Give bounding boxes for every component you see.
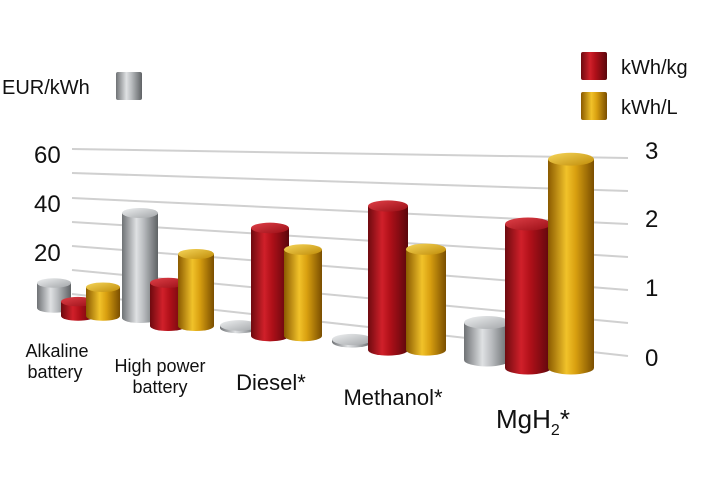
legend-swatch-kwh-kg <box>581 52 607 80</box>
bar-kwh-kg-1 <box>150 277 186 332</box>
right-axis: 3 2 1 0 <box>645 138 658 372</box>
category-label: battery <box>132 377 187 397</box>
bar-kwh-kg-2 <box>251 222 289 342</box>
left-tick-label: 20 <box>34 240 61 267</box>
bar-kwh-l-2 <box>284 244 322 342</box>
category-label: Methanol* <box>343 385 443 410</box>
left-tick-label: 60 <box>34 142 61 169</box>
category-labels: Alkaline battery High power battery Dies… <box>25 341 569 439</box>
bar-eur-kwh-4 <box>464 316 510 367</box>
category-label: Alkaline <box>25 341 88 361</box>
eur-unit-label: EUR/kWh <box>2 77 90 99</box>
bar-eur-kwh-3 <box>332 333 372 348</box>
bar-kwh-kg-4 <box>505 217 551 375</box>
right-tick-label: 0 <box>645 345 658 372</box>
bar-kwh-l-4 <box>548 152 594 375</box>
right-tick-label: 1 <box>645 275 658 302</box>
right-tick-label: 2 <box>645 206 658 233</box>
legend-label-kwh-l: kWh/L <box>621 97 678 119</box>
eur-unit-legend: EUR/kWh <box>2 72 142 100</box>
bar-kwh-kg-3 <box>368 200 408 356</box>
left-axis: 60 40 20 <box>34 142 61 267</box>
bar-kwh-l-0 <box>86 282 120 321</box>
eur-swatch <box>116 72 142 100</box>
category-label: Diesel* <box>236 370 306 395</box>
bar-eur-kwh-2 <box>220 320 258 334</box>
category-label: MgH2* <box>496 404 570 439</box>
legend-label-kwh-kg: kWh/kg <box>621 57 688 79</box>
legend: kWh/kg kWh/L <box>581 52 688 120</box>
bar-kwh-l-3 <box>406 243 447 356</box>
category-label: High power <box>114 356 205 376</box>
bars <box>37 152 594 375</box>
right-tick-label: 3 <box>645 138 658 165</box>
legend-swatch-kwh-l <box>581 92 607 120</box>
bar-kwh-l-1 <box>178 248 214 332</box>
bar-eur-kwh-1 <box>122 207 158 324</box>
left-tick-label: 40 <box>34 191 61 218</box>
category-label: battery <box>27 362 82 382</box>
